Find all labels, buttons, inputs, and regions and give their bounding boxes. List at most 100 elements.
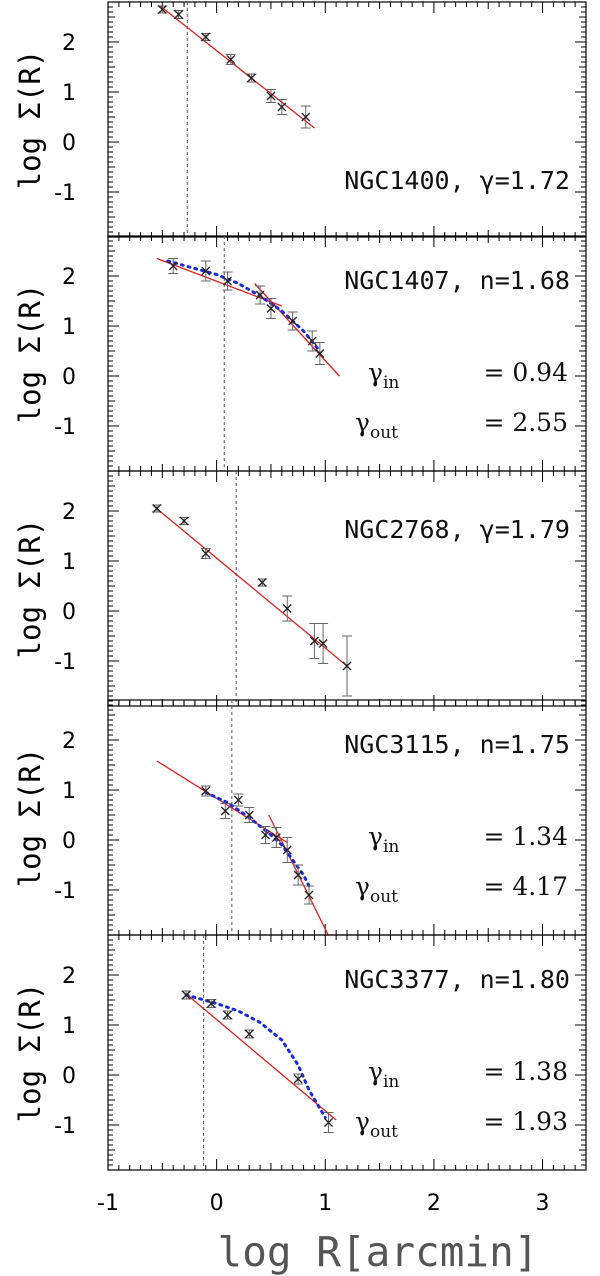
y-tick-label: 0 <box>62 1064 76 1089</box>
panel-label: NGC1400, γ=1.72 <box>344 166 570 195</box>
data-point <box>282 604 292 613</box>
data-point <box>261 830 270 840</box>
x-axis-label: log R[arcmin] <box>218 1228 539 1276</box>
gamma-out-value: = 2.55 <box>483 408 568 437</box>
fit-line <box>156 257 283 307</box>
data-point <box>206 999 216 1008</box>
data-point <box>201 549 211 558</box>
data-point <box>266 91 276 101</box>
data-point <box>301 112 311 122</box>
data-point <box>201 266 211 276</box>
data-point <box>233 795 243 805</box>
panel-ngc3377: 2 1 0 -1 log Σ(R) NGC3377, n=1.80 γin = 1.38 γou… <box>13 934 587 1171</box>
y-axis-label: log Σ(R) <box>13 519 47 659</box>
y-tick-label: -1 <box>54 415 76 440</box>
data-point <box>244 810 254 820</box>
dotted-curve <box>166 259 320 350</box>
gamma-in-value: = 1.38 <box>483 1057 568 1086</box>
data-point <box>318 639 328 648</box>
y-tick-label: 1 <box>62 779 76 804</box>
data-point <box>342 661 352 671</box>
data-point <box>223 1010 232 1020</box>
y-tick-label: 0 <box>62 829 76 854</box>
panel-label: NGC1407, n=1.68 <box>344 266 570 295</box>
data-point <box>288 316 298 326</box>
data-point <box>168 261 178 271</box>
panel-label: NGC3115, n=1.75 <box>344 730 570 759</box>
y-axis-label: log Σ(R) <box>13 284 47 424</box>
panel-label: NGC3377, n=1.80 <box>344 965 570 994</box>
data-point <box>201 32 211 42</box>
panel-frame <box>107 1 587 238</box>
data-point <box>244 1029 254 1039</box>
y-axis-label: log Σ(R) <box>13 50 47 190</box>
x-tick-label: 3 <box>536 1191 550 1216</box>
data-point <box>304 890 314 900</box>
y-tick-label: -1 <box>54 879 76 904</box>
y-tick-label: -1 <box>54 650 76 675</box>
gamma-in-label: γin <box>368 358 399 393</box>
data-point <box>315 349 325 358</box>
panel-label: NGC2768, γ=1.79 <box>344 515 570 544</box>
x-tick-label: -1 <box>97 1191 119 1216</box>
gamma-out-label: γout <box>355 1107 398 1142</box>
gamma-out-label: γout <box>355 408 398 443</box>
data-point <box>255 290 265 300</box>
y-tick-label: 1 <box>62 1014 76 1039</box>
panel-ngc2768: 2 1 0 -1 log Σ(R) NGC2768, γ=1.79 <box>13 470 587 707</box>
data-point <box>223 276 232 286</box>
y-tick-label: 0 <box>62 131 76 156</box>
x-tick-labels: -1 0 1 2 3 <box>97 1191 550 1216</box>
x-tick-label: 1 <box>318 1191 332 1216</box>
y-tick-label: 2 <box>62 964 76 989</box>
y-tick-label: 0 <box>62 365 76 390</box>
gamma-out-value: = 1.93 <box>483 1107 568 1136</box>
data-point <box>157 5 167 14</box>
data-point <box>246 73 256 83</box>
data-point <box>220 806 230 816</box>
data-point <box>152 504 162 513</box>
data-point <box>282 845 292 855</box>
data-point <box>181 990 191 1000</box>
y-tick-label: 1 <box>62 550 76 575</box>
data-point <box>226 55 236 64</box>
data-point <box>271 833 281 842</box>
gamma-out-value: = 4.17 <box>483 872 568 901</box>
gamma-in-value: = 1.34 <box>483 822 568 851</box>
gamma-in-value: = 0.94 <box>483 358 568 387</box>
data-point <box>266 304 276 313</box>
panel-ngc3115: 2 1 0 -1 log Σ(R) NGC3115, n=1.75 γin = 1.34 γou… <box>13 699 587 936</box>
fit-line <box>156 760 288 844</box>
data-point <box>293 1074 303 1084</box>
panels-container: 2 1 0 -1 log Σ(R) NGC1400, γ=1.72 2 1 0 -1 log Σ(R… <box>13 1 587 1171</box>
data-point <box>257 578 267 587</box>
data-point <box>179 516 189 526</box>
y-tick-label: 1 <box>62 81 76 106</box>
y-tick-label: 2 <box>62 500 76 525</box>
y-tick-label: -1 <box>54 181 76 206</box>
panel-ngc1407: 2 1 0 -1 log Σ(R) NGC1407, n=1.68 γin = 0.94 γou… <box>13 235 587 472</box>
y-tick-label: 2 <box>62 265 76 290</box>
data-point <box>277 102 287 112</box>
y-tick-label: 2 <box>62 31 76 56</box>
fit-line <box>159 5 315 129</box>
data-point <box>201 786 211 796</box>
data-point <box>309 636 319 646</box>
panel-ngc1400: 2 1 0 -1 log Σ(R) NGC1400, γ=1.72 <box>13 1 587 238</box>
y-tick-label: 1 <box>62 315 76 340</box>
y-axis-label: log Σ(R) <box>13 748 47 888</box>
fit-line <box>185 993 337 1121</box>
y-tick-label: 2 <box>62 729 76 754</box>
y-tick-label: -1 <box>54 1114 76 1139</box>
data-point <box>324 1118 333 1127</box>
data-point <box>293 870 303 880</box>
x-tick-label: 0 <box>210 1191 224 1216</box>
dotted-curve <box>184 993 327 1119</box>
gamma-out-label: γout <box>355 872 398 907</box>
y-axis-label: log Σ(R) <box>13 983 47 1123</box>
gamma-in-label: γin <box>368 1057 399 1092</box>
x-tick-label: 2 <box>427 1191 441 1216</box>
data-point <box>174 10 184 19</box>
data-point <box>307 336 317 346</box>
